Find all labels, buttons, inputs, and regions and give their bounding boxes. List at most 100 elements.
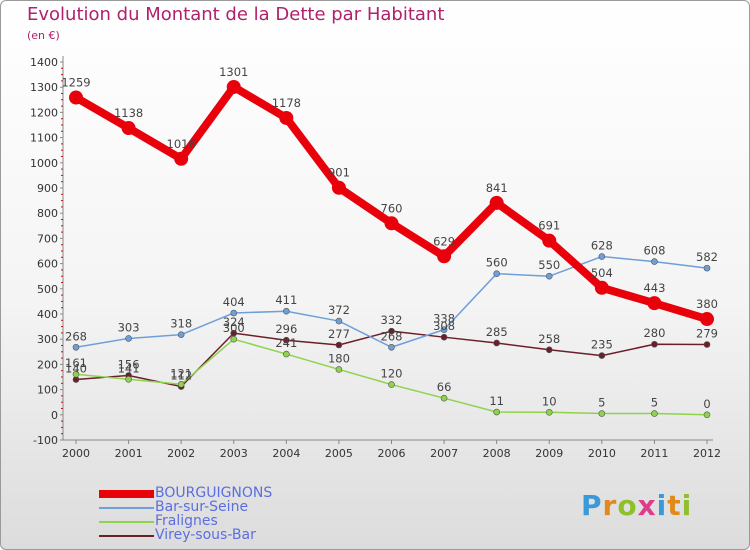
y-tick-label: 1200 — [30, 106, 58, 119]
data-label: 5 — [651, 396, 658, 410]
x-tick-label: 2005 — [325, 447, 353, 460]
x-tick-label: 2003 — [220, 447, 248, 460]
data-point — [437, 249, 452, 264]
data-label: 161 — [65, 356, 87, 370]
data-label: 380 — [696, 297, 718, 311]
data-label: 5 — [598, 396, 605, 410]
data-label: 560 — [486, 256, 508, 270]
data-point — [331, 180, 346, 195]
data-point — [703, 264, 711, 272]
data-point — [125, 335, 132, 342]
logo-letter: i — [656, 489, 668, 522]
x-tick-label: 2010 — [588, 447, 616, 460]
data-label: 11 — [489, 394, 504, 408]
x-tick-label: 2012 — [693, 447, 721, 460]
data-label: 372 — [328, 303, 350, 317]
data-label: 332 — [381, 313, 403, 327]
data-label: 443 — [643, 281, 665, 295]
data-point — [226, 79, 241, 94]
data-point — [388, 327, 395, 335]
x-tick-label: 2006 — [378, 447, 406, 460]
data-label: 258 — [538, 332, 560, 346]
y-tick-label: 900 — [37, 182, 58, 195]
proxiti-logo: Proxiti — [581, 489, 692, 522]
data-label: 1016 — [167, 137, 196, 151]
data-point — [651, 340, 658, 348]
legend-label: Fralignes — [155, 513, 218, 529]
data-point — [283, 307, 290, 315]
data-point — [594, 280, 609, 295]
data-point — [72, 343, 80, 351]
data-point — [335, 317, 343, 325]
legend-label: Bar-sur-Seine — [155, 499, 249, 515]
legend-label: BOURGUIGNONS — [155, 485, 273, 501]
data-label: 628 — [591, 239, 613, 253]
data-label: 279 — [696, 326, 718, 340]
data-label: 324 — [223, 315, 245, 329]
y-tick-label: 700 — [37, 232, 58, 245]
data-point — [69, 90, 83, 105]
data-label: 112 — [170, 369, 192, 383]
data-label: 760 — [381, 201, 403, 215]
data-label: 582 — [696, 250, 718, 264]
data-label: 308 — [433, 319, 455, 333]
data-label: 121 — [170, 366, 192, 380]
data-point — [440, 326, 448, 333]
data-label: 296 — [275, 322, 297, 336]
logo-letter: o — [617, 489, 638, 522]
y-tick-label: 800 — [37, 207, 58, 220]
data-point — [174, 151, 189, 166]
data-point — [545, 272, 553, 280]
y-tick-label: 1300 — [30, 81, 58, 94]
data-label: 141 — [118, 361, 140, 375]
legend-swatch-bourguignons — [99, 490, 154, 498]
data-point — [700, 312, 714, 327]
data-point — [703, 341, 711, 348]
data-label: 156 — [118, 357, 140, 371]
data-point — [177, 331, 185, 338]
data-label: 300 — [223, 321, 245, 335]
data-point — [598, 253, 606, 260]
data-point — [703, 411, 711, 419]
logo-letter: t — [667, 489, 682, 522]
data-point — [283, 336, 290, 344]
y-tick-label: 400 — [37, 308, 58, 321]
y-tick-label: 0 — [51, 409, 58, 422]
legend-swatch-fralignes — [99, 521, 154, 523]
data-point — [335, 341, 343, 349]
x-tick-label: 2011 — [640, 447, 668, 460]
data-label: 1259 — [61, 76, 90, 90]
data-point — [493, 270, 500, 277]
data-point — [230, 309, 238, 317]
data-label: 550 — [538, 258, 560, 272]
data-label: 411 — [275, 293, 297, 307]
data-point — [440, 394, 448, 402]
y-tick-label: 1400 — [30, 56, 58, 69]
y-tick-label: 1000 — [30, 157, 58, 170]
y-tick-label: 1100 — [30, 132, 58, 145]
data-label: 241 — [275, 336, 297, 350]
data-label: 277 — [328, 327, 350, 341]
data-point — [493, 408, 500, 416]
y-tick-label: 500 — [37, 283, 58, 296]
data-point — [440, 333, 448, 341]
data-point — [283, 350, 290, 358]
x-tick-label: 2008 — [483, 447, 511, 460]
data-point — [121, 121, 136, 136]
data-label: 268 — [65, 329, 87, 343]
data-label: 120 — [381, 367, 403, 381]
data-label: 140 — [65, 362, 87, 376]
x-tick-label: 2001 — [115, 447, 143, 460]
data-point — [489, 195, 504, 210]
data-point — [647, 296, 662, 311]
logo-letter: i — [681, 489, 693, 522]
data-point — [230, 335, 238, 343]
data-point — [598, 352, 606, 359]
data-label: 318 — [170, 317, 192, 331]
legend-label: Virey-sous-Bar — [155, 527, 256, 543]
data-point — [388, 381, 395, 388]
data-point — [598, 410, 606, 417]
y-tick-label: 100 — [37, 384, 58, 397]
